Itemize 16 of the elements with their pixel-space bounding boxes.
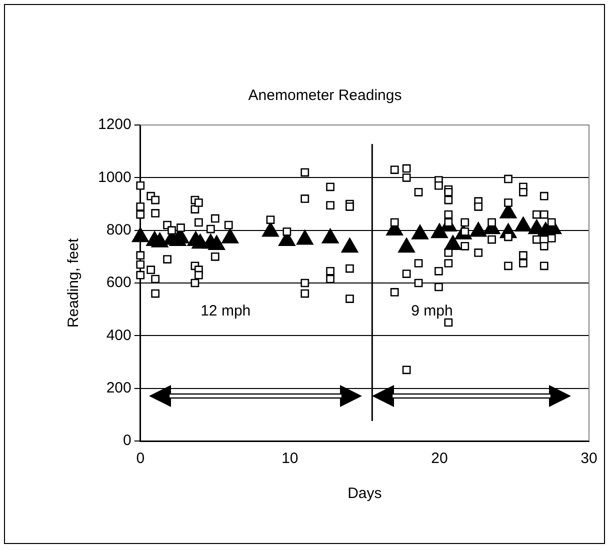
x-tick-label: 20 [431,450,448,468]
y-tick-label: 600 [106,274,132,292]
y-tick-label: 1200 [98,116,132,134]
y-tick-label: 200 [106,379,132,396]
annotation: 9 mph [411,302,453,320]
chart-title: Anemometer Readings [248,87,402,104]
y-axis-title: Reading, feet [65,238,82,328]
y-tick-label: 800 [106,221,132,238]
x-tick-label: 10 [282,450,298,468]
y-tick-label: 0 [123,432,132,450]
y-tick-label: 1000 [98,168,132,186]
x-tick-label: 30 [580,450,598,468]
annotation: 12 mph [200,302,251,320]
x-axis-title: Days [348,485,382,502]
y-tick-label: 400 [106,326,132,344]
x-tick-label: 0 [136,450,145,468]
